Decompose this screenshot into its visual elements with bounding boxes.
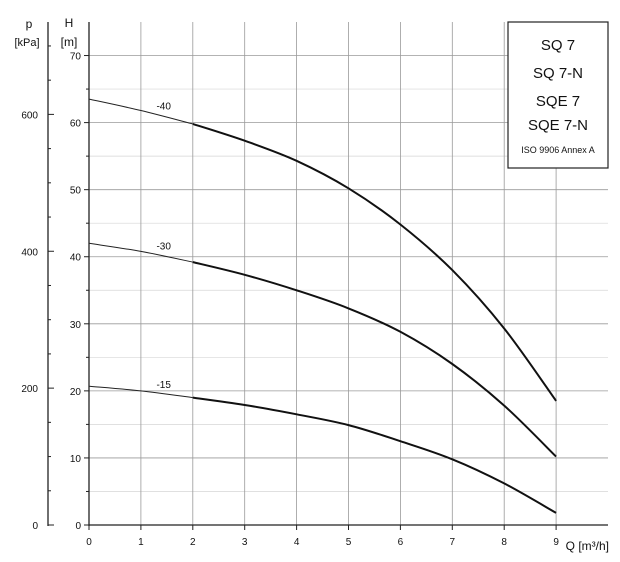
h-tick-label: 70: [70, 52, 82, 63]
curve-thin-segment: [88, 385, 193, 399]
x-tick-label: 6: [398, 537, 404, 548]
curve-bold-segment: [192, 122, 557, 402]
curve-bold-segment: [192, 261, 557, 458]
curve-label-2: -15: [156, 380, 171, 391]
p-axis-title: p: [26, 17, 33, 31]
h-tick-label: 10: [70, 454, 82, 465]
x-tick-label: 9: [553, 537, 559, 548]
h-axis-unit: [m]: [61, 35, 78, 49]
h-tick-label: 20: [70, 387, 82, 398]
p-tick-label: 0: [32, 521, 38, 532]
h-tick-label: 30: [70, 320, 82, 331]
p-axis-ticks: 0 200 400 600: [21, 45, 54, 532]
legend-line-sqe7: SQE 7: [536, 93, 580, 110]
h-tick-label: 60: [70, 119, 82, 130]
curve-thin-segment: [88, 242, 193, 263]
x-tick-label: 7: [450, 537, 456, 548]
h-tick-label: 0: [75, 521, 81, 532]
x-tick-label: 0: [86, 537, 92, 548]
model-legend-box: [507, 21, 609, 169]
x-tick-label: 8: [501, 537, 507, 548]
curve-label-1: -30: [156, 242, 171, 253]
x-axis-title: Q [m³/h]: [566, 539, 609, 553]
curve-thin-segment: [88, 98, 193, 125]
legend-line-standard: ISO 9906 Annex A: [521, 145, 595, 155]
p-tick-label: 400: [21, 247, 38, 258]
model-legend: SQ 7 SQ 7-N SQE 7 SQE 7-N ISO 9906 Annex…: [507, 21, 609, 169]
x-tick-label: 1: [138, 537, 144, 548]
curve-bold-segment: [192, 396, 557, 514]
h-axis-title: H: [65, 16, 74, 30]
curve-label-0: -40: [156, 102, 171, 113]
x-tick-label: 4: [294, 537, 300, 548]
p-axis-unit: [kPa]: [14, 37, 39, 49]
x-tick-label: 3: [242, 537, 248, 548]
h-tick-label: 50: [70, 186, 82, 197]
h-tick-label: 40: [70, 253, 82, 264]
x-tick-label: 2: [190, 537, 196, 548]
p-tick-label: 600: [21, 110, 38, 121]
x-axis-ticks: 0 1 2 3 4 5 6 7 8 9: [86, 525, 559, 548]
h-axis-ticks: 0 10 20 30 40 50 60 70: [70, 52, 89, 532]
legend-line-sqe7n: SQE 7-N: [528, 117, 588, 134]
legend-line-sq7: SQ 7: [541, 37, 575, 54]
pump-curves: -40 -30 -15: [88, 98, 557, 514]
p-tick-label: 200: [21, 384, 38, 395]
x-tick-label: 5: [346, 537, 352, 548]
legend-line-sq7n: SQ 7-N: [533, 65, 583, 82]
